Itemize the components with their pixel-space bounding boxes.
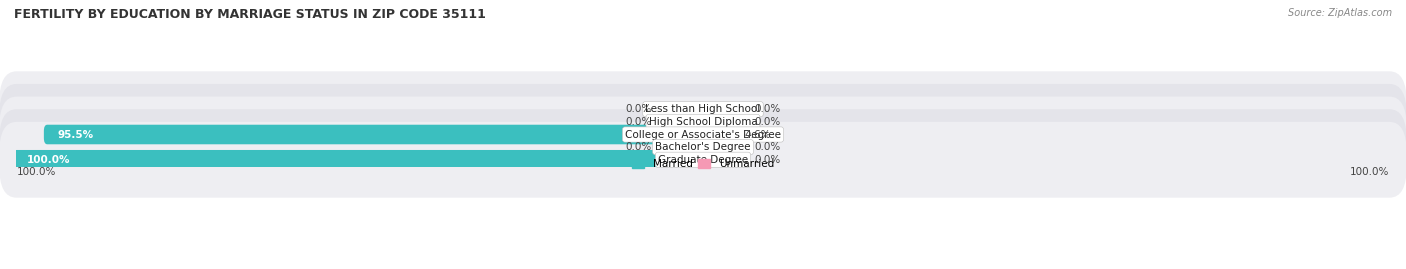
- Text: 95.5%: 95.5%: [58, 129, 94, 140]
- Text: College or Associate's Degree: College or Associate's Degree: [626, 129, 780, 140]
- FancyBboxPatch shape: [700, 137, 748, 157]
- FancyBboxPatch shape: [700, 112, 748, 132]
- Text: Graduate Degree: Graduate Degree: [658, 155, 748, 165]
- Text: 0.0%: 0.0%: [755, 117, 780, 127]
- FancyBboxPatch shape: [13, 150, 706, 169]
- Text: Less than High School: Less than High School: [645, 104, 761, 114]
- Text: 4.6%: 4.6%: [745, 129, 772, 140]
- FancyBboxPatch shape: [658, 100, 706, 119]
- Text: 100.0%: 100.0%: [1350, 167, 1389, 177]
- Legend: Married, Unmarried: Married, Unmarried: [628, 155, 778, 173]
- FancyBboxPatch shape: [0, 71, 1406, 147]
- Text: 0.0%: 0.0%: [626, 142, 651, 152]
- FancyBboxPatch shape: [700, 150, 748, 169]
- Text: 0.0%: 0.0%: [626, 117, 651, 127]
- Text: FERTILITY BY EDUCATION BY MARRIAGE STATUS IN ZIP CODE 35111: FERTILITY BY EDUCATION BY MARRIAGE STATU…: [14, 8, 486, 21]
- Text: 0.0%: 0.0%: [755, 142, 780, 152]
- Text: 0.0%: 0.0%: [755, 104, 780, 114]
- Text: Source: ZipAtlas.com: Source: ZipAtlas.com: [1288, 8, 1392, 18]
- FancyBboxPatch shape: [0, 84, 1406, 160]
- Text: High School Diploma: High School Diploma: [648, 117, 758, 127]
- FancyBboxPatch shape: [658, 137, 706, 157]
- Text: 100.0%: 100.0%: [27, 155, 70, 165]
- FancyBboxPatch shape: [44, 125, 706, 144]
- FancyBboxPatch shape: [0, 122, 1406, 198]
- Text: Bachelor's Degree: Bachelor's Degree: [655, 142, 751, 152]
- Text: 0.0%: 0.0%: [626, 104, 651, 114]
- FancyBboxPatch shape: [658, 112, 706, 132]
- Text: 0.0%: 0.0%: [755, 155, 780, 165]
- Text: 100.0%: 100.0%: [17, 167, 56, 177]
- FancyBboxPatch shape: [700, 125, 738, 144]
- FancyBboxPatch shape: [700, 100, 748, 119]
- FancyBboxPatch shape: [0, 97, 1406, 172]
- FancyBboxPatch shape: [0, 109, 1406, 185]
